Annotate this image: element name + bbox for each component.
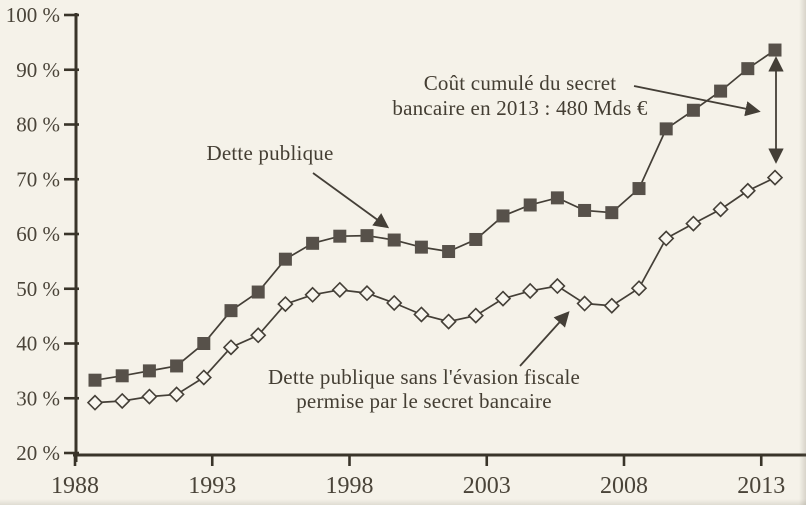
series-label-dette-publique: Dette publique: [206, 141, 334, 165]
data-point-diamond-icon: [331, 281, 348, 298]
data-point-square-icon: [469, 232, 483, 246]
data-point-square-icon: [414, 240, 428, 254]
y-axis-label: 50 %: [16, 277, 60, 301]
data-point-square-icon: [170, 359, 184, 373]
x-axis-label: 1993: [188, 473, 236, 499]
annotation-cost-line1: Coût cumulé du secret: [423, 71, 617, 95]
y-axis-label: 40 %: [16, 332, 60, 356]
data-point-square-icon: [115, 369, 129, 383]
data-point-diamond-icon: [712, 201, 729, 218]
data-point-square-icon: [251, 285, 265, 299]
x-axis-label: 2013: [737, 473, 785, 499]
data-point-diamond-icon: [522, 282, 539, 300]
data-point-square-icon: [714, 84, 728, 98]
y-axis-label: 30 %: [16, 386, 60, 410]
data-point-diamond-icon: [766, 169, 784, 186]
data-point-diamond-icon: [222, 339, 240, 356]
data-point-square-icon: [659, 122, 673, 136]
data-point-square-icon: [387, 233, 401, 247]
y-axis-label: 80 %: [16, 113, 60, 137]
data-point-diamond-icon: [413, 306, 430, 323]
y-axis-label: 70 %: [16, 167, 60, 191]
data-point-square-icon: [632, 182, 646, 196]
data-point-diamond-icon: [114, 392, 131, 410]
data-point-square-icon: [550, 191, 564, 205]
annotation-cumulative-cost: Coût cumulé du secret bancaire en 2013 :…: [392, 71, 647, 121]
data-point-diamond-icon: [168, 386, 185, 403]
data-point-square-icon: [278, 252, 292, 266]
series-label-sans-evasion: Dette publique sans l'évasion fiscale pe…: [268, 365, 580, 413]
annotation-cost-line2: bancaire en 2013 : 480 Mds €: [392, 96, 648, 120]
data-point-diamond-icon: [440, 313, 457, 330]
data-point-square-icon: [333, 229, 347, 243]
data-point-diamond-icon: [141, 388, 158, 405]
data-point-diamond-icon: [86, 394, 104, 411]
data-point-diamond-icon: [386, 294, 403, 312]
data-point-square-icon: [88, 373, 102, 387]
arrow-cost-pointer-icon: [633, 85, 761, 117]
y-axis-label: 100 %: [6, 3, 60, 27]
data-point-diamond-icon: [277, 295, 294, 313]
series-line-sans-evasion: [94, 176, 776, 404]
x-axis-label: 1988: [51, 473, 99, 499]
data-point-diamond-icon: [467, 307, 484, 324]
data-point-diamond-icon: [195, 369, 212, 386]
data-point-square-icon: [442, 245, 456, 259]
data-point-square-icon: [741, 62, 755, 76]
data-point-square-icon: [224, 304, 238, 318]
data-point-diamond-icon: [603, 297, 620, 314]
data-point-diamond-icon: [739, 182, 756, 199]
x-axis-label: 2003: [463, 473, 511, 499]
data-point-square-icon: [523, 198, 537, 212]
x-axis-label: 2008: [600, 473, 648, 499]
data-point-diamond-icon: [576, 295, 593, 312]
y-axis-label: 60 %: [16, 222, 60, 246]
arrow-dette-publique-icon: [312, 172, 390, 229]
x-axis-label: 1998: [326, 473, 374, 499]
data-point-square-icon: [578, 203, 592, 217]
data-point-square-icon: [496, 209, 510, 223]
data-point-diamond-icon: [304, 286, 321, 303]
data-point-square-icon: [605, 206, 619, 220]
data-point-diamond-icon: [250, 327, 267, 344]
data-point-square-icon: [360, 229, 374, 243]
data-point-diamond-icon: [494, 290, 512, 307]
data-point-diamond-icon: [358, 284, 376, 302]
data-point-square-icon: [306, 236, 320, 250]
y-axis-label: 90 %: [16, 58, 60, 82]
annotation-sans-line1: Dette publique sans l'évasion fiscale: [267, 365, 581, 389]
data-point-square-icon: [768, 43, 782, 57]
data-point-diamond-icon: [549, 277, 566, 295]
data-point-square-icon: [142, 364, 156, 378]
data-point-diamond-icon: [630, 280, 648, 297]
arrow-sans-evasion-icon: [519, 311, 570, 367]
data-point-square-icon: [197, 337, 211, 350]
annotation-sans-line2: permise par le secret bancaire: [296, 389, 552, 413]
data-point-square-icon: [686, 103, 700, 117]
data-point-diamond-icon: [685, 215, 702, 232]
y-axis-label: 20 %: [16, 441, 60, 465]
data-point-diamond-icon: [658, 230, 675, 247]
